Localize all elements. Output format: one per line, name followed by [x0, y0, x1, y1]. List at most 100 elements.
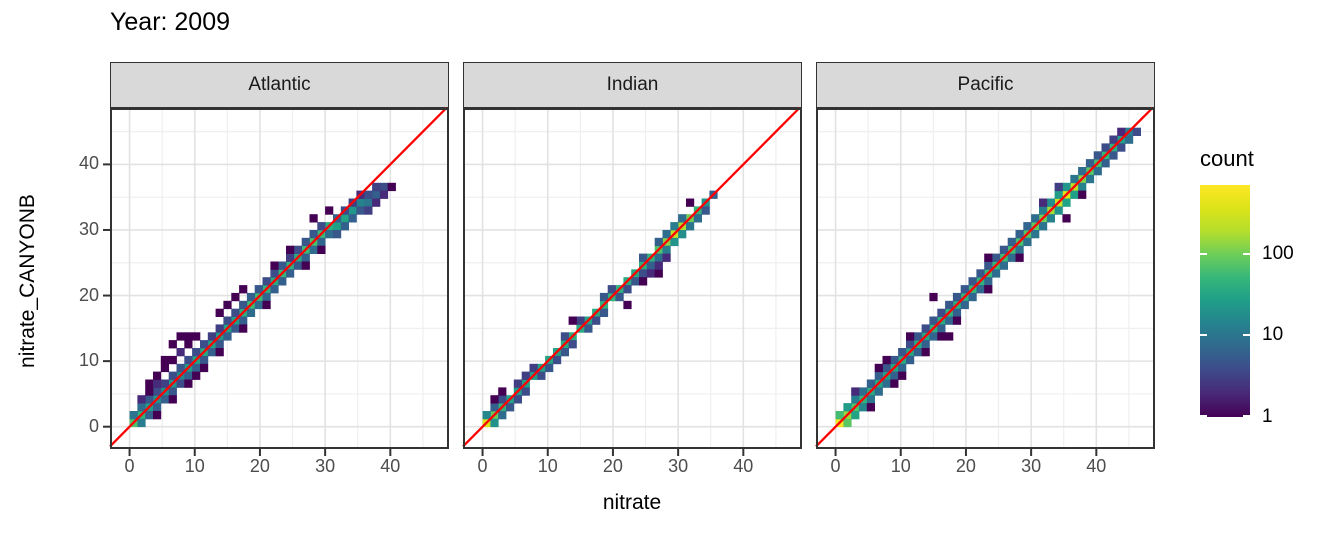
bin-rect [1062, 198, 1071, 207]
bin-rect [270, 261, 279, 270]
bin-rect [498, 411, 507, 420]
bin-rect [137, 418, 146, 428]
bin-rect [615, 292, 624, 302]
bin-rect [356, 198, 365, 207]
bin-rect [568, 316, 577, 325]
bin-rect [906, 355, 915, 365]
bin-rect [560, 332, 569, 341]
bin-rect [701, 206, 710, 215]
bin-rect [984, 285, 993, 294]
x-tick-label: 0 [477, 456, 488, 476]
bin-rect [293, 261, 302, 270]
y-tick-label: 20 [78, 284, 99, 305]
panel-canvas-pacific [815, 107, 1155, 456]
bin-rect [286, 245, 295, 254]
bin-rect [898, 363, 907, 373]
bin-rect [207, 348, 216, 357]
bin-rect [153, 387, 162, 396]
bin-rect [992, 269, 1001, 278]
x-tick-label: 40 [733, 456, 754, 476]
bin-rect [262, 300, 271, 310]
bin-rect [623, 300, 632, 310]
bin-rect [200, 340, 209, 349]
bin-rect [952, 308, 962, 317]
bin-rect [168, 395, 177, 404]
x-tick-label: 20 [955, 456, 976, 476]
bin-rect [584, 324, 593, 333]
bin-rect [286, 253, 295, 262]
bin-rect [379, 182, 389, 192]
bin-rect [1085, 174, 1095, 184]
bin-rect [623, 285, 632, 294]
bin-rect [184, 379, 193, 388]
bin-rect [153, 371, 162, 380]
bin-rect [160, 355, 169, 365]
bin-rect [184, 340, 193, 349]
bin-rect [129, 411, 138, 420]
bin-rect [937, 324, 946, 333]
bin-rect [545, 363, 554, 373]
bin-rect [231, 324, 240, 333]
bin-rect [317, 222, 326, 231]
y-tick-label: 0 [88, 415, 99, 436]
bin-rect [976, 269, 985, 278]
bin-rect [1132, 127, 1141, 136]
bin-rect [568, 340, 577, 349]
bin-rect [364, 190, 373, 199]
bin-rect [333, 230, 342, 239]
facet-label: Pacific [957, 74, 1014, 95]
bin-rect [999, 245, 1008, 254]
bin-rect [137, 403, 146, 412]
bin-rect [239, 324, 248, 333]
bin-rect [200, 363, 209, 373]
bin-rect [286, 269, 295, 278]
panel-canvas-atlantic [103, 107, 449, 456]
bin-rect [1015, 245, 1024, 254]
bin-rect [490, 403, 499, 412]
bin-rect [137, 395, 146, 404]
bin-rect [851, 387, 860, 396]
bin-rect [984, 253, 993, 262]
bin-rect [1101, 159, 1110, 168]
bin-rect [654, 261, 663, 270]
bin-rect [231, 292, 240, 302]
bin-rect [317, 237, 326, 247]
panel-border [463, 108, 802, 449]
legend-tick-mark [1243, 252, 1250, 255]
bin-rect [215, 324, 224, 333]
bin-rect [192, 363, 201, 373]
bin-rect [678, 214, 687, 223]
bin-rect [498, 395, 507, 404]
bin-rect [1039, 198, 1048, 207]
panel-border [816, 108, 1155, 449]
bin-rect [513, 395, 522, 404]
x-tick-label: 30 [668, 456, 689, 476]
bin-rect [968, 277, 977, 286]
legend-tick-mark [1200, 415, 1207, 417]
bin-rect [874, 371, 883, 380]
bin-rect [859, 387, 868, 396]
legend-tick-mark [1200, 252, 1207, 255]
bin-rect [929, 292, 938, 302]
bin-rect [999, 261, 1008, 270]
bin-rect [1093, 151, 1102, 160]
y-tick-label: 40 [78, 153, 99, 174]
panel-canvas-indian [462, 107, 802, 456]
bin-rect [145, 387, 154, 396]
bin-rect [654, 253, 663, 262]
bin-rect [223, 300, 232, 310]
bin-rect [231, 308, 240, 317]
bin-rect [513, 379, 522, 388]
bin-rect [1078, 167, 1087, 176]
bin-rect [348, 206, 357, 215]
bin-rect [976, 285, 985, 294]
x-tick-label: 10 [890, 456, 911, 476]
bin-rect [576, 316, 585, 325]
identity-line [815, 107, 1154, 448]
bin-rect [678, 230, 687, 239]
bin-rect [490, 395, 499, 404]
panel-indian [462, 107, 802, 456]
bin-rect [686, 198, 695, 207]
bin-rect [599, 308, 609, 317]
x-tick-label: 30 [315, 456, 336, 476]
